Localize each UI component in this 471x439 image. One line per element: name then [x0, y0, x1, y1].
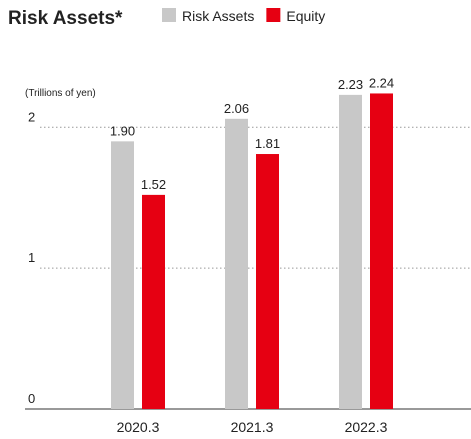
legend-swatch [162, 8, 176, 22]
legend-label: Risk Assets [182, 8, 254, 24]
bar [256, 154, 279, 409]
chart-title: Risk Assets* [8, 8, 123, 29]
value-label: 2.23 [338, 77, 363, 92]
bar [339, 94, 362, 409]
value-label: 1.52 [141, 177, 166, 192]
bar [111, 141, 134, 409]
value-label: 2.06 [224, 101, 249, 116]
value-label: 1.81 [255, 136, 280, 151]
value-label: 1.90 [110, 123, 135, 138]
bar [370, 93, 393, 409]
y-tick-label: 2 [28, 109, 35, 124]
bar [225, 118, 248, 410]
y-tick-label: 0 [28, 391, 35, 406]
x-tick-label: 2021.3 [231, 419, 274, 435]
x-tick-label: 2022.3 [345, 419, 388, 435]
value-label: 2.24 [369, 75, 394, 90]
x-tick-label: 2020.3 [117, 419, 160, 435]
legend-swatch [266, 8, 281, 22]
y-axis-label: (Trillions of yen) [25, 88, 96, 99]
legend-label: Equity [286, 8, 325, 24]
bar [142, 194, 165, 409]
y-tick-label: 1 [28, 250, 35, 265]
